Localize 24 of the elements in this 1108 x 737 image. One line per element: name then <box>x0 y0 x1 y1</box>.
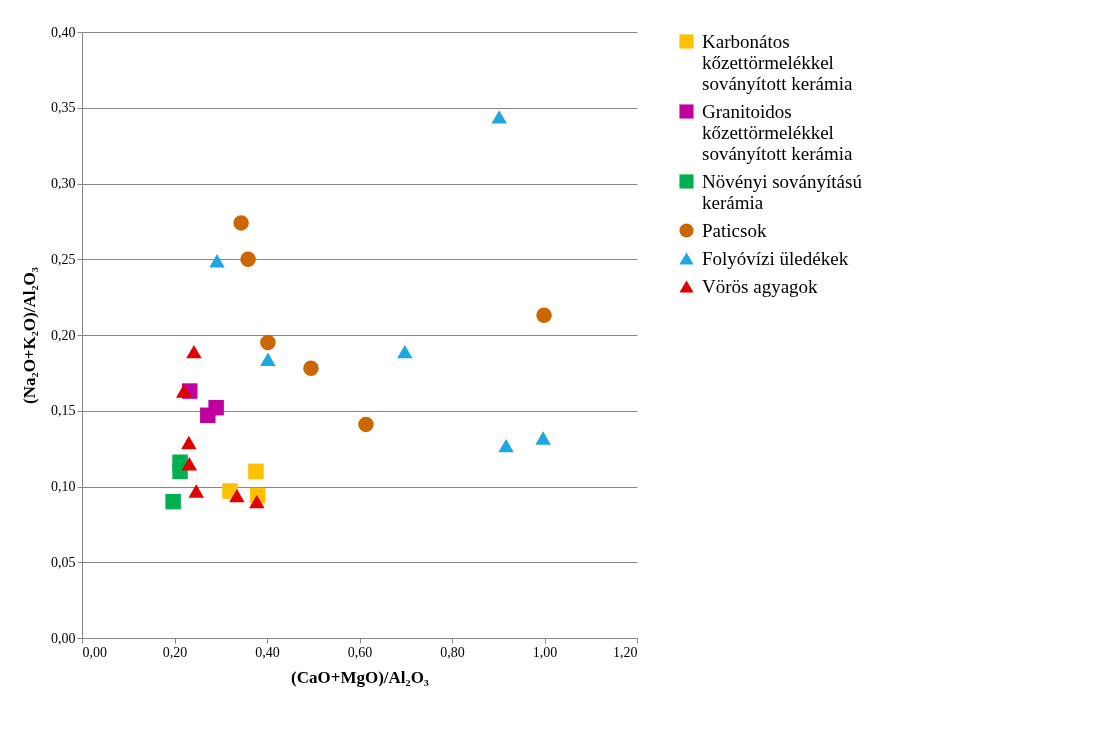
x-axis-title: (CaO+MgO)/Al₂O₃ <box>291 667 429 687</box>
y-tick-label: 0,20 <box>51 327 76 343</box>
y-tick-label: 0,25 <box>51 251 76 267</box>
x-tick-label: 0,00 <box>82 644 107 660</box>
y-axis-title: (Na₂O+K₂O)/Al₂O₃ <box>20 267 39 404</box>
y-tick-label: 0,10 <box>51 479 76 494</box>
legend-label: Paticsok <box>702 219 767 241</box>
y-tick-label: 0,35 <box>51 100 76 116</box>
x-tick-label: 1,20 <box>613 644 638 660</box>
y-tick-label: 0,05 <box>51 554 76 570</box>
y-tick-label: 0,15 <box>51 403 76 419</box>
legend-label: Folyóvízi üledékek <box>702 247 849 269</box>
y-tick-label: 0,40 <box>51 24 76 40</box>
x-tick-label: 0,40 <box>255 644 280 660</box>
x-tick-label: 0,80 <box>440 644 465 660</box>
x-tick-label: 0,20 <box>162 644 188 660</box>
x-tick-label: 0,60 <box>347 644 373 660</box>
legend-label: Karbonátos kőzettörmelékkel soványított kerámia <box>702 30 853 94</box>
y-tick-label: 0,00 <box>51 630 76 646</box>
legend-label: Granitoidos kőzettörmelékkel soványított kerámia <box>702 100 853 164</box>
x-tick-label: 1,00 <box>532 644 558 660</box>
legend-label: Vörös agyagok <box>702 275 819 297</box>
y-tick-label: 0,30 <box>51 176 76 191</box>
legend-label: Növényi soványítású kerámia <box>702 170 863 213</box>
